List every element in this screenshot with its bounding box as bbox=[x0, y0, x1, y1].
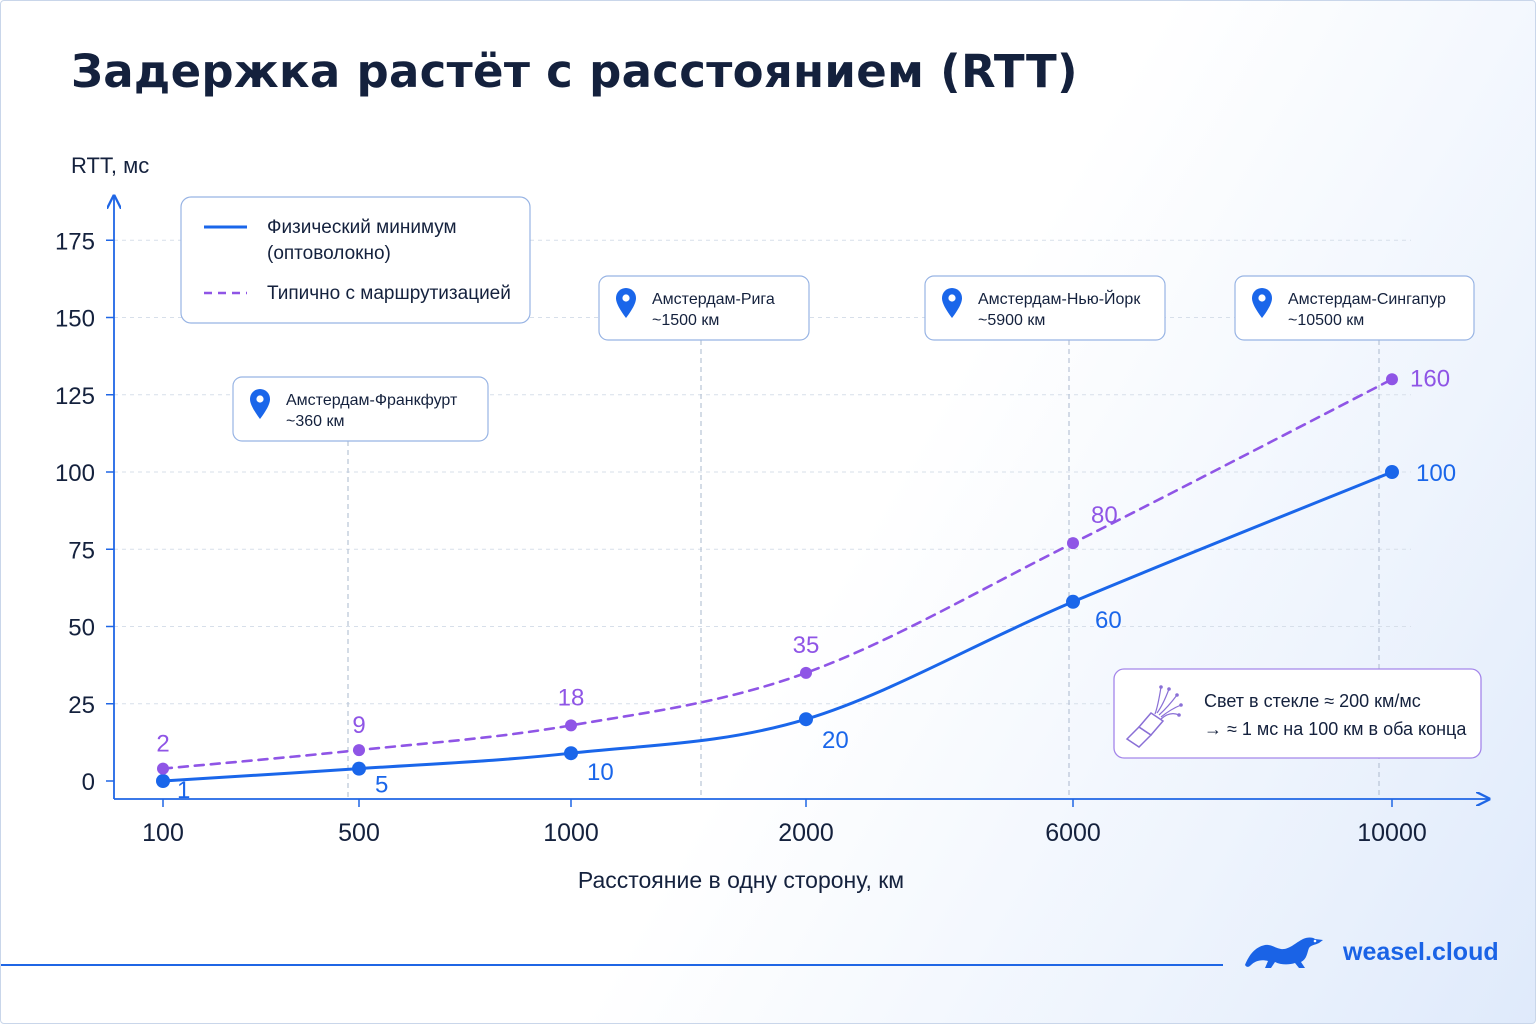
fiber-tip bbox=[1177, 713, 1181, 717]
annotation-distance: ~5900 км bbox=[978, 312, 1045, 329]
legend-label-typical: Типично с маршрутизацией bbox=[267, 283, 511, 304]
map-pin-icon bbox=[616, 288, 636, 318]
data-label: 35 bbox=[793, 632, 820, 659]
fiber-strand bbox=[1158, 694, 1178, 716]
data-point bbox=[157, 762, 169, 775]
brand[interactable]: weasel.cloud bbox=[1241, 931, 1499, 973]
map-pin-icon bbox=[942, 288, 962, 318]
series-physical-minimum: 1 5 10 20 60 100 bbox=[156, 460, 1456, 804]
data-point bbox=[352, 761, 366, 776]
fiber-tip bbox=[1179, 703, 1183, 707]
map-pin-hole bbox=[256, 395, 264, 403]
y-tick-label: 0 bbox=[82, 769, 95, 796]
y-tick-label: 50 bbox=[68, 615, 95, 642]
data-point bbox=[800, 666, 812, 679]
data-label: 100 bbox=[1416, 460, 1456, 487]
data-point bbox=[1067, 537, 1079, 550]
map-pin-hole bbox=[622, 294, 630, 302]
annotation-route: Амстердам-Франкфурт bbox=[286, 392, 458, 409]
fiber-optic-cable-icon bbox=[1125, 685, 1183, 748]
x-tick-label: 6000 bbox=[1045, 819, 1101, 847]
fiber-tip bbox=[1167, 687, 1171, 691]
fiber-tip bbox=[1159, 685, 1163, 689]
x-tick-label: 500 bbox=[338, 819, 380, 847]
fiber-strand bbox=[1156, 688, 1170, 714]
data-label: 18 bbox=[558, 684, 585, 711]
route-annotation: Амстердам-Нью-Йорк ~5900 км bbox=[924, 275, 1166, 799]
data-point bbox=[1386, 373, 1398, 386]
annotation-route: Амстердам-Нью-Йорк bbox=[978, 289, 1141, 308]
cable-body bbox=[1137, 712, 1165, 736]
note-box: Свет в стекле ≈ 200 км/мс → ≈ 1 мс на 100… bbox=[1113, 668, 1482, 759]
note-frame bbox=[1113, 668, 1482, 759]
y-tick-label: 150 bbox=[55, 306, 95, 333]
annotation-route: Амстердам-Сингапур bbox=[1288, 291, 1446, 308]
brand-name: weasel.cloud bbox=[1343, 937, 1499, 966]
route-annotation: Амстердам-Сингапур ~10500 км bbox=[1234, 275, 1475, 799]
note-line-2: → ≈ 1 мс на 100 км в оба конца bbox=[1204, 719, 1467, 739]
series-typical-routing: 2 9 18 35 80 160 bbox=[156, 365, 1450, 775]
map-pin-icon bbox=[1252, 288, 1272, 318]
map-pin-hole bbox=[1258, 294, 1266, 302]
y-tick-label: 175 bbox=[55, 228, 95, 255]
weasel-logo-icon bbox=[1245, 937, 1323, 968]
data-label: 80 bbox=[1091, 502, 1118, 529]
data-point bbox=[799, 712, 813, 727]
footer-divider bbox=[1, 964, 1223, 966]
fiber-strand bbox=[1160, 704, 1182, 718]
annotation-box bbox=[924, 275, 1166, 341]
fiber-tip bbox=[1175, 693, 1179, 697]
y-axis-label: RTT, мс bbox=[71, 153, 149, 178]
annotation-box bbox=[232, 376, 489, 442]
map-pin-hole bbox=[948, 294, 956, 302]
data-point bbox=[565, 719, 577, 732]
data-point bbox=[564, 746, 578, 761]
x-tick-label: 2000 bbox=[778, 819, 834, 847]
x-axis-label: Расстояние в одну сторону, км bbox=[578, 867, 904, 893]
data-label: 2 bbox=[156, 731, 169, 758]
legend-label-physical: Физический минимум bbox=[267, 217, 457, 238]
data-point bbox=[1385, 465, 1399, 479]
y-tick-label: 125 bbox=[55, 383, 95, 410]
map-pin-icon bbox=[250, 389, 270, 419]
data-label: 5 bbox=[375, 772, 388, 799]
data-label: 9 bbox=[352, 712, 365, 739]
note-line-1: Свет в стекле ≈ 200 км/мс bbox=[1204, 691, 1421, 711]
annotation-box bbox=[1234, 275, 1475, 341]
x-tick-label: 100 bbox=[142, 819, 184, 847]
annotation-box bbox=[598, 275, 810, 341]
y-tick-label: 100 bbox=[55, 460, 95, 487]
data-point bbox=[1066, 594, 1080, 609]
data-point bbox=[353, 744, 365, 757]
data-label: 160 bbox=[1410, 365, 1450, 392]
fiber-strand bbox=[1154, 686, 1162, 715]
data-label: 10 bbox=[587, 759, 614, 786]
annotation-distance: ~10500 км bbox=[1288, 312, 1364, 329]
series-line bbox=[161, 470, 1394, 783]
data-label: 20 bbox=[822, 727, 849, 754]
route-annotation: Амстердам-Франкфурт ~360 км bbox=[232, 376, 489, 799]
annotation-distance: ~360 км bbox=[286, 413, 344, 430]
annotation-route: Амстердам-Рига bbox=[652, 291, 775, 308]
y-tick-label: 25 bbox=[68, 692, 95, 719]
annotation-distance: ~1500 км bbox=[652, 312, 719, 329]
x-tick-label: 10000 bbox=[1357, 819, 1427, 847]
legend-box bbox=[180, 196, 531, 324]
legend-label-physical: (оптоволокно) bbox=[267, 243, 391, 264]
route-annotation: Амстердам-Рига ~1500 км bbox=[598, 275, 810, 799]
data-label: 60 bbox=[1095, 607, 1122, 634]
y-tick-label: 75 bbox=[68, 537, 95, 564]
legend: Физический минимум (оптоволокно) Типично с… bbox=[180, 196, 531, 324]
data-point bbox=[156, 774, 170, 788]
series-line bbox=[161, 378, 1394, 770]
page-title: Задержка растёт с расстоянием (RTT) bbox=[71, 45, 1078, 98]
x-tick-label: 1000 bbox=[543, 819, 599, 847]
data-label: 1 bbox=[177, 777, 190, 804]
